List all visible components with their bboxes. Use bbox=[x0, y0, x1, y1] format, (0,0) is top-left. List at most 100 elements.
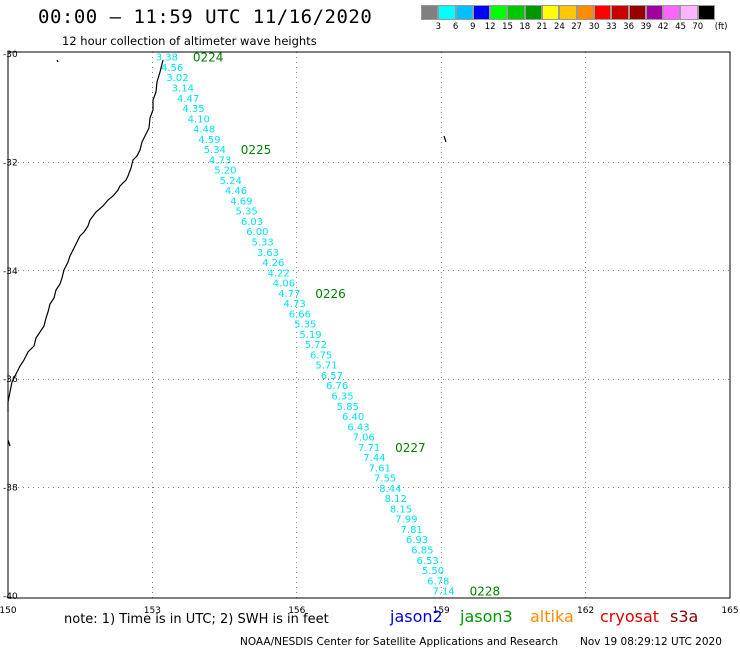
wave-height-value: 5.35 bbox=[294, 320, 316, 331]
wave-height-value: 7.99 bbox=[395, 515, 417, 526]
legend-swatch bbox=[490, 5, 508, 20]
coastline-fragment bbox=[7, 439, 11, 447]
satellite-legend-item: jason3 bbox=[460, 607, 513, 626]
latitude-label: -34 bbox=[3, 267, 18, 277]
coastline bbox=[7, 59, 164, 412]
longitude-label: 150 bbox=[0, 606, 17, 616]
legend-swatch bbox=[576, 5, 594, 20]
generated-timestamp: Nov 19 08:29:12 UTC 2020 bbox=[580, 636, 722, 648]
map-title: 00:00 – 11:59 UTC 11/16/2020 bbox=[38, 6, 373, 28]
legend-unit: (ft) bbox=[714, 22, 728, 32]
wave-height-value: 5.50 bbox=[422, 566, 444, 577]
wave-height-value: 3.63 bbox=[257, 248, 279, 259]
wave-height-value: 4.35 bbox=[182, 104, 204, 115]
credit-line: NOAA/NESDIS Center for Satellite Applica… bbox=[240, 636, 558, 648]
wave-height-value: 4.77 bbox=[278, 289, 300, 300]
wave-height-value: 6.75 bbox=[310, 350, 332, 361]
legend-swatch bbox=[645, 5, 664, 20]
island-mark bbox=[443, 135, 447, 143]
legend-swatch bbox=[455, 5, 473, 20]
wave-height-value: 6.85 bbox=[411, 546, 433, 557]
legend-label: 33 bbox=[605, 22, 617, 32]
wave-height-value: 7.71 bbox=[358, 443, 380, 454]
satellite-legend-item: jason2 bbox=[390, 607, 443, 626]
wave-height-value: 7.55 bbox=[374, 474, 396, 485]
wave-height-value: 5.33 bbox=[252, 238, 274, 249]
legend-label: 6 bbox=[452, 22, 459, 32]
wave-height-value: 5.71 bbox=[315, 361, 337, 372]
latitude-label: -38 bbox=[3, 484, 18, 494]
legend-label: 18 bbox=[519, 22, 531, 32]
wave-height-value: 4.06 bbox=[273, 279, 295, 290]
legend-label: 21 bbox=[536, 22, 548, 32]
wave-height-value: 8.44 bbox=[379, 484, 401, 495]
wave-height-value: 3.14 bbox=[172, 84, 194, 95]
legend-label: 30 bbox=[588, 22, 600, 32]
track-time-label: 0225 bbox=[241, 143, 272, 157]
wave-height-value: 5.34 bbox=[204, 145, 226, 156]
track-time-label: 0224 bbox=[193, 51, 224, 65]
legend-swatch bbox=[593, 5, 612, 20]
satellite-track: 3.384.563.023.144.474.354.104.484.595.34… bbox=[156, 51, 500, 599]
legend-swatch bbox=[697, 5, 716, 20]
longitude-label: 153 bbox=[144, 606, 161, 616]
wave-height-value: 5.72 bbox=[305, 340, 327, 351]
wave-height-value: 4.10 bbox=[188, 114, 210, 125]
wave-height-value: 8.15 bbox=[390, 504, 412, 515]
satellite-legend-item: altika bbox=[530, 607, 574, 626]
legend-label: 3 bbox=[435, 22, 442, 32]
lat-lon-grid: 150 153 156 159 162 165 -30 -32 -34 -36 -38 -40 bbox=[0, 50, 739, 616]
longitude-label: 159 bbox=[433, 606, 450, 616]
satellite-legend-item: cryosat bbox=[600, 607, 660, 626]
longitude-label: 162 bbox=[577, 606, 594, 616]
latitude-label: -32 bbox=[3, 158, 18, 168]
satellite-legend-item: s3a bbox=[670, 607, 699, 626]
legend-label: 45 bbox=[675, 22, 686, 32]
wave-height-value: 5.24 bbox=[220, 176, 242, 187]
legend-label: 36 bbox=[623, 22, 635, 32]
wave-height-value: 4.26 bbox=[262, 258, 284, 269]
legend-label: 39 bbox=[640, 22, 652, 32]
map-frame bbox=[7, 51, 731, 599]
legend-swatch bbox=[628, 5, 646, 20]
legend-label: 15 bbox=[502, 22, 513, 32]
legend-swatch bbox=[472, 5, 491, 20]
legend-swatch bbox=[611, 5, 629, 20]
latitude-label: -30 bbox=[3, 50, 18, 60]
wave-height-value: 7.44 bbox=[363, 453, 385, 464]
legend-label: 42 bbox=[657, 22, 669, 32]
wave-height-value: 6.00 bbox=[246, 227, 268, 238]
wave-height-value: 4.73 bbox=[209, 155, 231, 166]
latitude-label: -40 bbox=[3, 592, 18, 602]
longitude-label: 165 bbox=[721, 606, 738, 616]
wave-height-value: 5.20 bbox=[214, 166, 236, 177]
legend-label: 27 bbox=[571, 22, 583, 32]
wave-height-value: 7.06 bbox=[353, 433, 375, 444]
wave-height-value: 6.66 bbox=[289, 309, 311, 320]
color-legend-labels: 3 6 9 12 15 18 21 24 27 30 33 36 39 42 45 70 (ft) bbox=[421, 22, 740, 34]
wave-height-value: 5.35 bbox=[236, 207, 258, 218]
wave-height-value: 4.22 bbox=[267, 268, 289, 279]
island-mark bbox=[56, 59, 59, 63]
wave-height-value: 6.53 bbox=[417, 556, 439, 567]
legend-swatch bbox=[421, 5, 439, 20]
legend-swatch bbox=[524, 5, 543, 20]
map-subtitle: 12 hour collection of altimeter wave hei… bbox=[62, 34, 317, 48]
legend-swatch bbox=[542, 5, 560, 20]
wave-height-value: 6.93 bbox=[406, 535, 428, 546]
color-legend bbox=[421, 5, 716, 20]
track-time-label: 0227 bbox=[395, 441, 426, 455]
footer-note: note: 1) Time is in UTC; 2) SWH is in fe… bbox=[64, 612, 329, 627]
legend-swatch bbox=[507, 5, 525, 20]
wave-height-value: 6.78 bbox=[427, 576, 449, 587]
wave-height-value: 4.59 bbox=[198, 135, 220, 146]
wave-height-value: 4.48 bbox=[193, 125, 215, 136]
legend-label: 24 bbox=[553, 22, 565, 32]
wave-height-value: 6.35 bbox=[331, 392, 353, 403]
track-time-label: 0226 bbox=[315, 287, 346, 301]
track-time-label: 0228 bbox=[470, 585, 501, 599]
legend-swatch bbox=[663, 5, 681, 20]
legend-swatch bbox=[559, 5, 577, 20]
wave-height-value: 6.57 bbox=[321, 371, 343, 382]
